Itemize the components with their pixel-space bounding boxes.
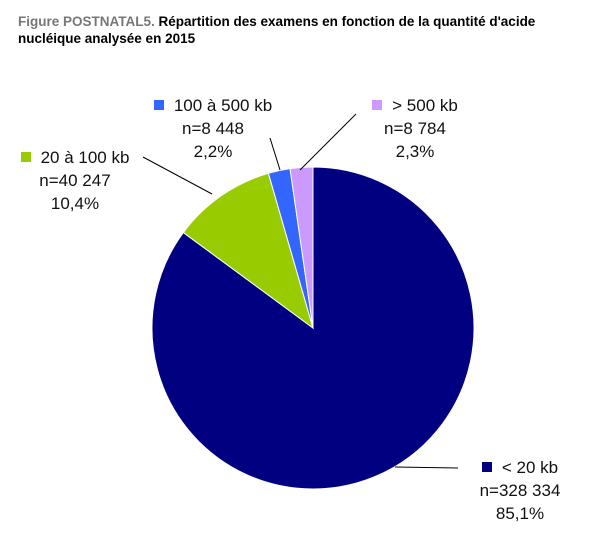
legend-swatch	[481, 462, 492, 472]
category-label: 20 à 100 kb	[10, 146, 140, 169]
category-label: > 500 kb	[355, 94, 475, 117]
chart-title: Figure POSTNATAL5. Répartition des exame…	[18, 13, 588, 47]
data-label-0: < 20 kb n=328 334 85,1%	[455, 456, 585, 525]
category-name: > 500 kb	[392, 96, 458, 115]
count-label: n=8 448	[182, 119, 244, 138]
category-label: 100 à 500 kb	[138, 94, 288, 117]
category-name: 100 à 500 kb	[173, 96, 273, 115]
category-name: < 20 kb	[501, 458, 559, 477]
percent-label: 10,4%	[50, 194, 100, 213]
percent-label: 85,1%	[495, 504, 545, 523]
category-label: < 20 kb	[455, 456, 585, 479]
data-label-1: 20 à 100 kb n=40 247 10,4%	[10, 146, 140, 215]
data-label-3: > 500 kb n=8 784 2,3%	[355, 94, 475, 163]
category-name: 20 à 100 kb	[40, 148, 130, 167]
leader-line-0	[394, 466, 459, 469]
legend-swatch	[153, 100, 164, 110]
count-label: n=328 334	[479, 481, 561, 500]
legend-swatch	[372, 100, 383, 110]
data-label-2: 100 à 500 kb n=8 448 2,2%	[138, 94, 288, 163]
leader-line-3	[299, 113, 357, 171]
percent-label: 2,2%	[193, 142, 233, 161]
leader-line-2	[269, 137, 281, 171]
pie-slice-1	[182, 172, 314, 330]
legend-swatch	[20, 152, 31, 162]
count-label: n=8 784	[384, 119, 446, 138]
figure-caption: Répartition des examens en fonction de l…	[18, 14, 536, 46]
figure-number: Figure POSTNATAL5.	[18, 14, 155, 29]
count-label: n=40 247	[39, 171, 111, 190]
leader-line-1	[142, 156, 213, 195]
pie-slice-3	[289, 166, 314, 329]
percent-label: 2,3%	[395, 142, 435, 161]
